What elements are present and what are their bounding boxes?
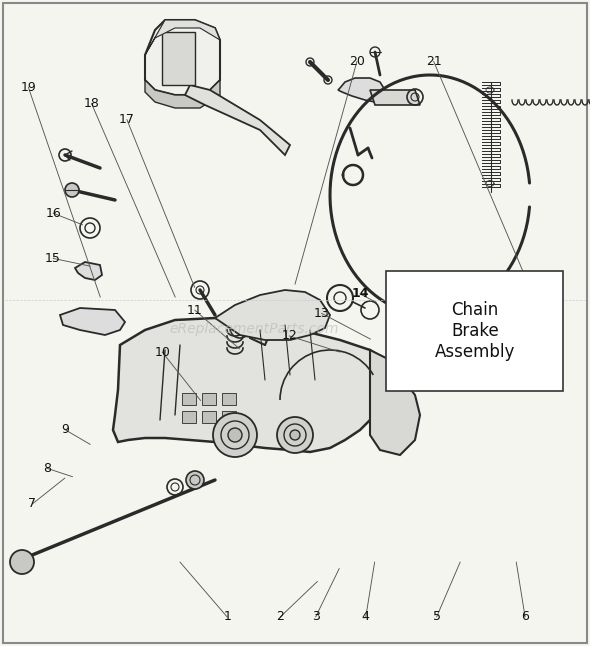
Polygon shape xyxy=(162,32,195,85)
Bar xyxy=(222,393,236,405)
Text: 7: 7 xyxy=(28,497,37,510)
Text: 9: 9 xyxy=(61,423,69,436)
Text: 2: 2 xyxy=(276,610,284,623)
Text: 4: 4 xyxy=(362,610,370,623)
Polygon shape xyxy=(448,285,535,390)
Text: 20: 20 xyxy=(349,55,365,68)
Text: Chain
Brake
Assembly: Chain Brake Assembly xyxy=(435,301,515,361)
Text: 15: 15 xyxy=(45,252,61,265)
Text: 3: 3 xyxy=(312,610,320,623)
Polygon shape xyxy=(145,20,220,95)
Text: 19: 19 xyxy=(21,81,36,94)
Text: 10: 10 xyxy=(155,346,170,359)
Circle shape xyxy=(65,183,79,197)
Text: eReplacementParts.com: eReplacementParts.com xyxy=(169,322,339,337)
Text: 16: 16 xyxy=(45,207,61,220)
Bar xyxy=(386,271,563,391)
Bar xyxy=(182,411,196,423)
Text: 14: 14 xyxy=(351,287,369,300)
Polygon shape xyxy=(145,20,220,55)
Text: 5: 5 xyxy=(432,610,441,623)
Polygon shape xyxy=(338,78,385,102)
Bar xyxy=(182,393,196,405)
Circle shape xyxy=(290,430,300,440)
Circle shape xyxy=(228,428,242,442)
Bar xyxy=(222,411,236,423)
Text: 6: 6 xyxy=(521,610,529,623)
Text: 11: 11 xyxy=(187,304,202,317)
Polygon shape xyxy=(145,80,220,108)
Polygon shape xyxy=(75,262,102,280)
Text: 18: 18 xyxy=(84,97,99,110)
Text: 12: 12 xyxy=(281,329,297,342)
Bar xyxy=(202,411,216,423)
Circle shape xyxy=(522,367,538,383)
Text: 1: 1 xyxy=(223,610,231,623)
Text: 21: 21 xyxy=(426,55,441,68)
Bar xyxy=(202,393,216,405)
Polygon shape xyxy=(113,318,390,452)
Polygon shape xyxy=(60,308,125,335)
Text: 13: 13 xyxy=(314,307,329,320)
Polygon shape xyxy=(370,90,420,105)
Circle shape xyxy=(213,413,257,457)
Text: 17: 17 xyxy=(119,113,135,126)
Polygon shape xyxy=(215,290,330,340)
Text: 8: 8 xyxy=(43,462,51,475)
Circle shape xyxy=(277,417,313,453)
Polygon shape xyxy=(370,350,420,455)
Polygon shape xyxy=(185,85,290,155)
Circle shape xyxy=(10,550,34,574)
Circle shape xyxy=(186,471,204,489)
